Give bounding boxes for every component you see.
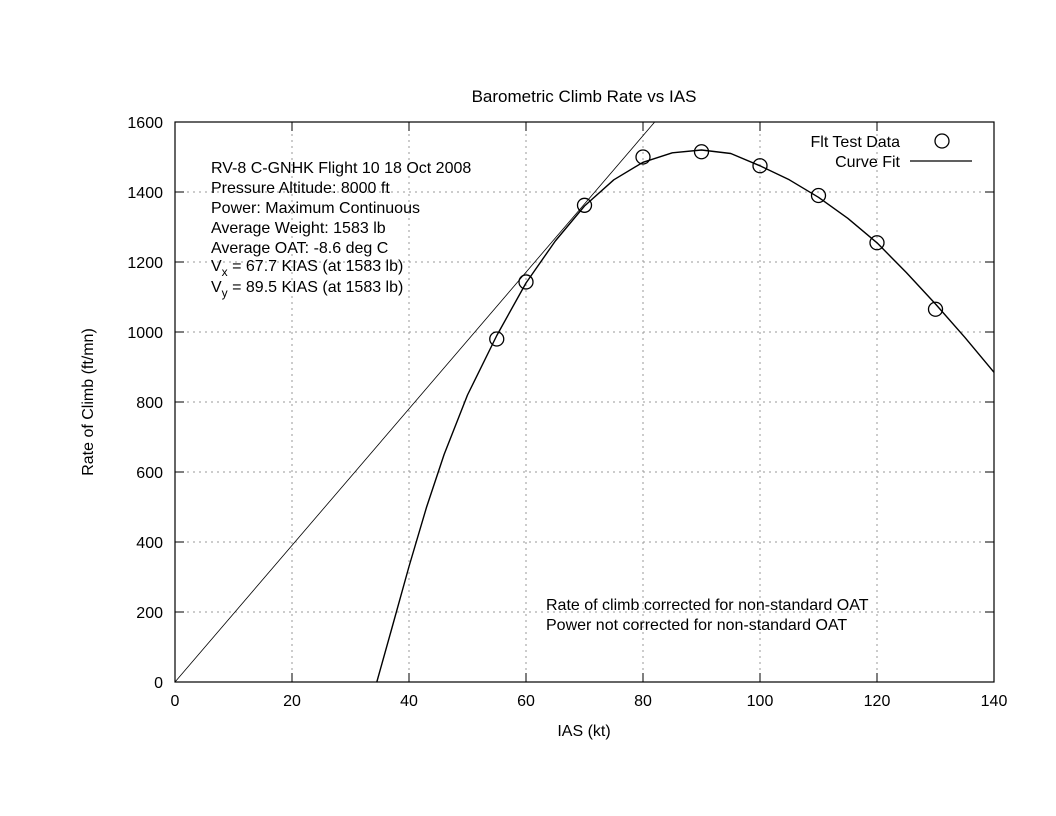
data-point <box>489 331 505 347</box>
x-tick-label: 20 <box>283 693 301 710</box>
vx-annotation: Vx = 67.7 KIAS (at 1583 lb) <box>211 258 403 279</box>
data-point <box>752 158 768 174</box>
chart-title: Barometric Climb Rate vs IAS <box>472 87 697 106</box>
vx-value: = 67.7 KIAS (at 1583 lb) <box>228 258 404 275</box>
data-point <box>635 149 651 165</box>
plot-frame <box>174 121 995 683</box>
y-tick-label: 800 <box>136 395 163 412</box>
vy-symbol: V <box>211 279 222 296</box>
data-point <box>576 197 593 213</box>
x-tick-label: 40 <box>400 693 418 710</box>
data-point <box>810 187 827 204</box>
x-tick-label: 80 <box>634 693 652 710</box>
annotation-line: Power: Maximum Continuous <box>211 200 420 217</box>
x-axis-label: IAS (kt) <box>557 723 610 740</box>
y-tick-label: 200 <box>136 605 163 622</box>
x-tick-label: 140 <box>981 693 1008 710</box>
y-tick-label: 600 <box>136 465 163 482</box>
legend-label-flt-test-data: Flt Test Data <box>810 134 900 151</box>
y-tick-label: 1200 <box>127 255 163 272</box>
legend: Flt Test Data Curve Fit <box>810 133 972 171</box>
curve-fit-line <box>376 149 995 683</box>
grid-lines <box>175 122 994 682</box>
data-point <box>518 274 534 290</box>
legend-marker-flt-test-data <box>934 133 950 149</box>
y-axis-label: Rate of Climb (ft/mn) <box>80 328 97 476</box>
y-tick-label: 1400 <box>127 185 163 202</box>
annotation-line: Average Weight: 1583 lb <box>211 220 386 237</box>
vy-subscript: y <box>222 286 228 300</box>
vy-value: = 89.5 KIAS (at 1583 lb) <box>228 279 404 296</box>
data-point <box>693 144 710 160</box>
x-tick-label: 60 <box>517 693 535 710</box>
vx-symbol: V <box>211 258 222 275</box>
x-tick-label: 0 <box>171 693 180 710</box>
series-layer <box>174 121 995 683</box>
annotation-block-top: RV-8 C-GNHK Flight 10 18 Oct 2008 Pressu… <box>211 160 471 300</box>
x-tick-label: 100 <box>747 693 774 710</box>
data-point <box>927 301 944 317</box>
tick-labels: 0 20 40 60 80 100 120 1400200400600800100012001… <box>127 115 1007 710</box>
annotation-block-bottom: Rate of climb corrected for non-standard… <box>546 597 869 634</box>
annotation-line: Pressure Altitude: 8000 ft <box>211 180 390 197</box>
annotation-line: RV-8 C-GNHK Flight 10 18 Oct 2008 <box>211 160 471 177</box>
tangent-line <box>174 121 656 683</box>
data-point <box>869 235 885 251</box>
vy-annotation: Vy = 89.5 KIAS (at 1583 lb) <box>211 279 403 300</box>
x-tick-label: 120 <box>864 693 891 710</box>
annotation-line: Average OAT: -8.6 deg C <box>211 240 388 257</box>
annotation-line: Power not corrected for non-standard OAT <box>546 617 847 634</box>
y-tick-label: 1600 <box>127 115 163 132</box>
y-tick-label: 1000 <box>127 325 163 342</box>
annotation-line: Rate of climb corrected for non-standard… <box>546 597 869 614</box>
vx-subscript: x <box>222 265 228 279</box>
legend-label-curve-fit: Curve Fit <box>835 154 900 171</box>
y-tick-label: 0 <box>154 675 163 692</box>
y-tick-label: 400 <box>136 535 163 552</box>
